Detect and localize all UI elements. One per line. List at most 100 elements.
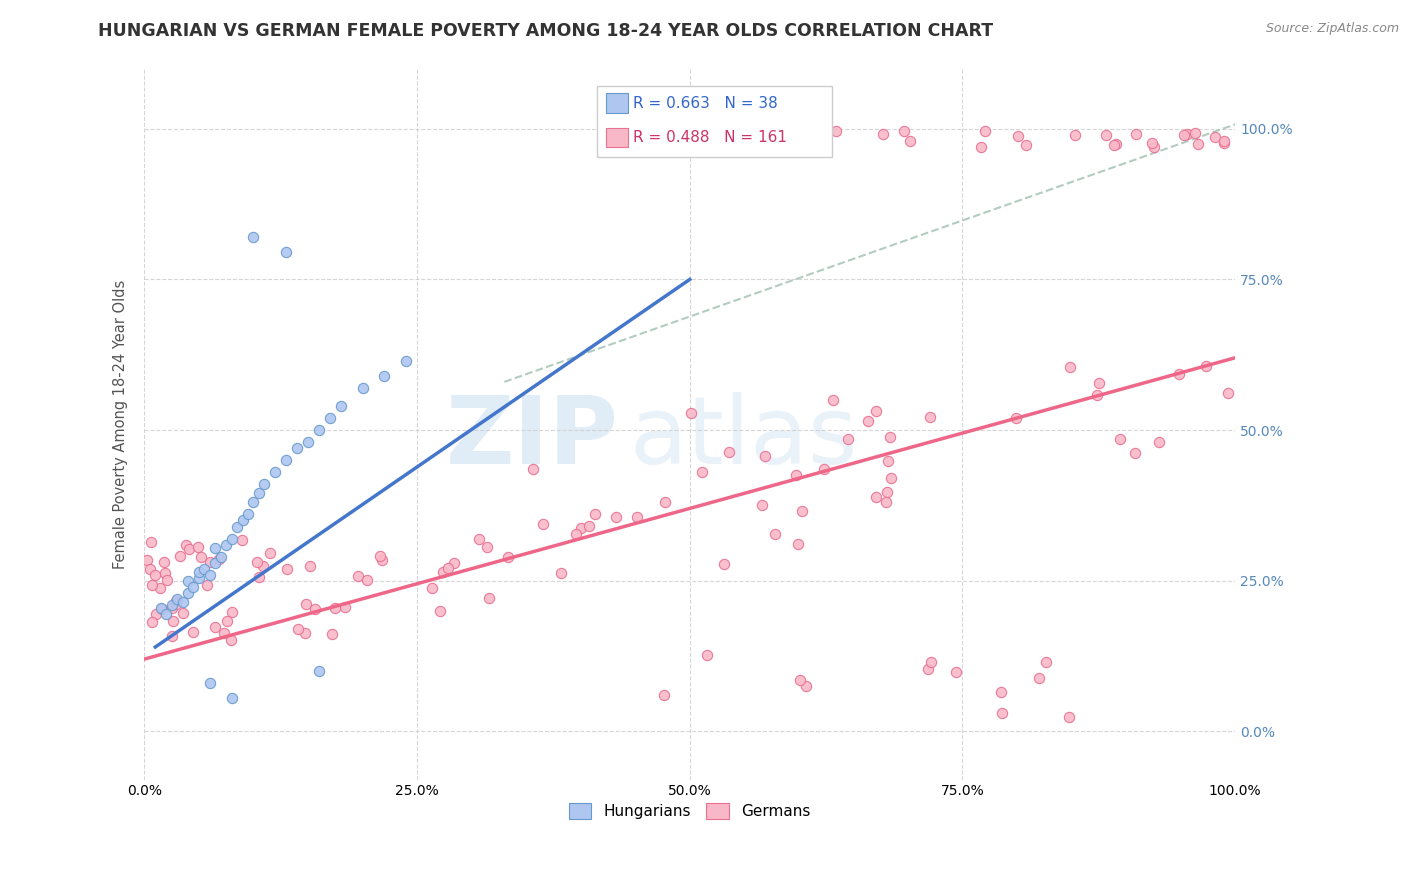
Point bbox=[1204, 130, 1226, 145]
Point bbox=[1057, 710, 1080, 724]
Point bbox=[149, 581, 172, 595]
Point bbox=[169, 549, 191, 563]
Point bbox=[231, 533, 253, 547]
Point bbox=[1102, 138, 1125, 153]
Point bbox=[876, 454, 898, 468]
Point bbox=[198, 555, 221, 569]
Point bbox=[298, 559, 321, 574]
Point bbox=[717, 445, 740, 459]
Point bbox=[373, 368, 395, 383]
Point bbox=[215, 614, 238, 628]
Text: ZIP: ZIP bbox=[446, 392, 619, 484]
Point bbox=[1125, 127, 1147, 141]
Point bbox=[187, 540, 209, 554]
Point bbox=[893, 124, 915, 138]
Point bbox=[143, 567, 166, 582]
Point bbox=[754, 449, 776, 463]
Point bbox=[1187, 136, 1209, 151]
Point bbox=[247, 486, 270, 500]
Point bbox=[295, 597, 318, 611]
Point bbox=[242, 230, 264, 244]
Point bbox=[323, 600, 346, 615]
Point bbox=[304, 602, 326, 616]
Point bbox=[879, 430, 901, 444]
Point bbox=[204, 541, 226, 555]
Point bbox=[945, 665, 967, 680]
Point bbox=[751, 498, 773, 512]
Point bbox=[162, 614, 184, 628]
Point bbox=[139, 534, 162, 549]
Point bbox=[287, 622, 309, 636]
Point bbox=[141, 615, 163, 629]
Point bbox=[432, 565, 454, 579]
Point bbox=[190, 550, 212, 565]
Point bbox=[179, 542, 201, 557]
Point bbox=[880, 471, 903, 485]
Point bbox=[242, 495, 264, 509]
Point bbox=[792, 504, 814, 518]
Point bbox=[183, 624, 205, 639]
Point bbox=[763, 527, 786, 541]
Point bbox=[165, 594, 187, 608]
Point bbox=[236, 508, 259, 522]
Point bbox=[1095, 128, 1118, 142]
Point bbox=[422, 581, 444, 595]
Point bbox=[221, 691, 243, 706]
Point bbox=[321, 627, 343, 641]
Point bbox=[177, 574, 200, 588]
Point bbox=[790, 134, 813, 148]
Point bbox=[259, 545, 281, 559]
Point bbox=[813, 461, 835, 475]
Point bbox=[626, 509, 648, 524]
Point bbox=[135, 552, 157, 566]
Point bbox=[221, 605, 243, 619]
Point bbox=[875, 495, 897, 509]
Point bbox=[837, 432, 859, 446]
Point bbox=[356, 573, 378, 587]
Text: HUNGARIAN VS GERMAN FEMALE POVERTY AMONG 18-24 YEAR OLDS CORRELATION CHART: HUNGARIAN VS GERMAN FEMALE POVERTY AMONG… bbox=[98, 22, 994, 40]
Point bbox=[1028, 671, 1050, 685]
Point bbox=[253, 477, 276, 491]
Point bbox=[276, 245, 298, 260]
Point bbox=[276, 453, 298, 467]
Point bbox=[652, 688, 675, 702]
Point bbox=[1108, 432, 1130, 446]
Point bbox=[308, 423, 330, 437]
Point bbox=[215, 538, 238, 552]
Point bbox=[692, 466, 714, 480]
Point bbox=[865, 403, 887, 417]
Point bbox=[198, 676, 221, 690]
Point bbox=[475, 540, 498, 554]
Point bbox=[149, 600, 172, 615]
Point bbox=[395, 353, 418, 368]
Point bbox=[155, 607, 177, 621]
Point bbox=[160, 629, 183, 643]
Point bbox=[346, 568, 368, 582]
Point bbox=[785, 468, 807, 483]
FancyBboxPatch shape bbox=[606, 94, 627, 113]
Point bbox=[1173, 128, 1195, 142]
Point bbox=[1184, 127, 1206, 141]
Point bbox=[1123, 446, 1146, 460]
Point bbox=[160, 600, 183, 615]
Point bbox=[496, 549, 519, 564]
Point bbox=[1216, 386, 1239, 401]
Point bbox=[713, 557, 735, 571]
Point bbox=[247, 570, 270, 584]
Point bbox=[1168, 368, 1191, 382]
Point bbox=[1004, 411, 1026, 425]
Point bbox=[1064, 128, 1087, 143]
Text: atlas: atlas bbox=[630, 392, 858, 484]
Point bbox=[166, 591, 188, 606]
Point bbox=[437, 561, 460, 575]
Point bbox=[208, 551, 231, 566]
Point bbox=[794, 679, 817, 693]
Point bbox=[1142, 136, 1164, 150]
Point bbox=[825, 123, 848, 137]
Point bbox=[156, 573, 179, 587]
Point bbox=[872, 127, 894, 141]
Point bbox=[329, 399, 352, 413]
Point bbox=[212, 626, 235, 640]
Point bbox=[443, 556, 465, 570]
Point bbox=[565, 527, 588, 541]
